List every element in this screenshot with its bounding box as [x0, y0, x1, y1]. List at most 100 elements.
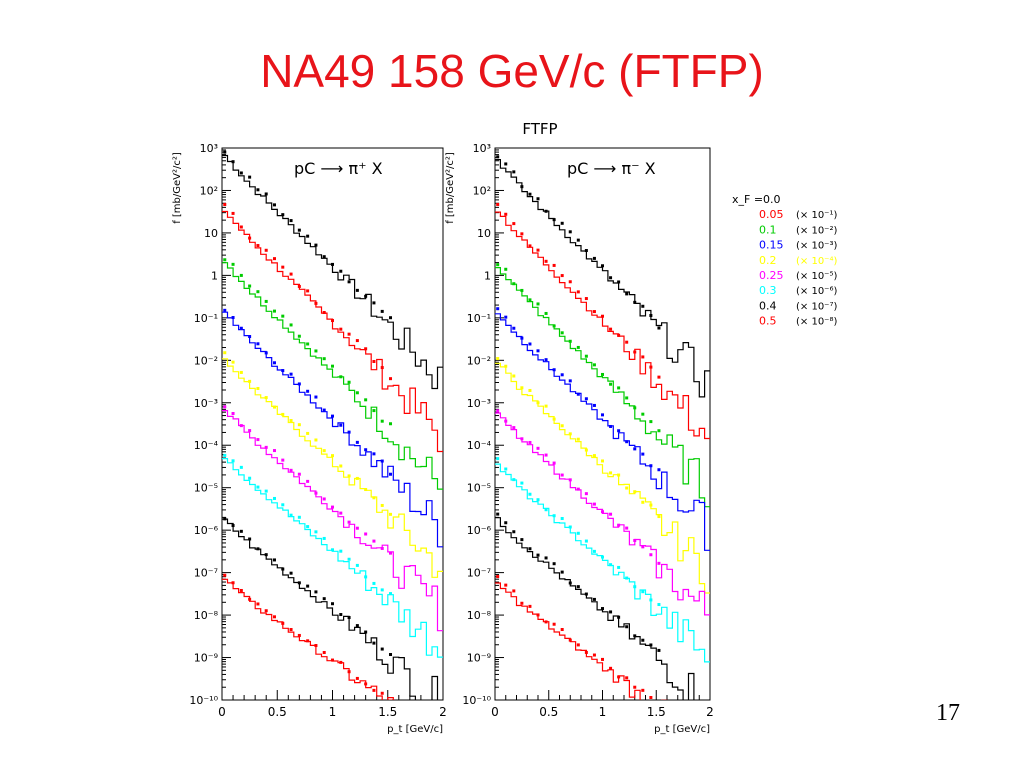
series-line-xf-0.5 — [495, 582, 668, 700]
data-point-xf-0.2 — [552, 417, 556, 421]
data-point-xf-0.05 — [364, 347, 368, 351]
data-point-xf-0.15 — [272, 361, 276, 365]
data-point-xf-0.0 — [289, 219, 293, 223]
x-tick-label: 0 — [491, 705, 499, 719]
data-point-xf-0.2 — [528, 388, 532, 392]
x-tick-label: 0.5 — [539, 705, 558, 719]
x-tick-label: 2 — [706, 705, 714, 719]
data-point-xf-0.0 — [372, 301, 376, 305]
data-point-xf-0.3 — [331, 548, 334, 552]
data-point-xf-0.3 — [601, 555, 604, 559]
data-point-xf-0.4 — [281, 567, 285, 571]
data-point-xf-0.5 — [380, 691, 384, 695]
data-point-xf-0.0 — [609, 276, 613, 280]
series-line-xf-0.4 — [222, 518, 439, 700]
data-point-xf-0.25 — [355, 526, 359, 530]
data-point-xf-0.4 — [297, 581, 301, 585]
data-point-xf-0.05 — [633, 350, 637, 354]
data-point-xf-0.15 — [364, 448, 368, 452]
data-point-xf-0.0 — [314, 243, 318, 247]
series-line-xf-0.3 — [495, 463, 710, 663]
page-number: 17 — [936, 700, 960, 726]
data-point-xf-0.25 — [568, 478, 572, 482]
data-point-xf-0.05 — [609, 327, 613, 331]
data-point-xf-0.3 — [609, 563, 613, 567]
data-point-xf-0.0 — [306, 234, 310, 238]
data-point-xf-0.4 — [239, 529, 243, 533]
data-point-xf-0.1 — [560, 331, 564, 335]
x-tick-label: 2 — [439, 705, 447, 719]
data-point-xf-0.05 — [256, 244, 260, 248]
data-point-xf-0.05 — [314, 301, 318, 305]
series-line-xf-0.25 — [222, 410, 443, 632]
legend-xf-label: 0.3 — [759, 284, 777, 297]
y-axis-label: f [mb/GeV²/c²] — [445, 152, 456, 224]
data-point-xf-0.5 — [248, 597, 252, 601]
data-point-xf-0.25 — [306, 479, 310, 483]
legend-xf-label: 0.1 — [759, 223, 777, 236]
data-point-xf-0.0 — [592, 256, 596, 260]
data-point-xf-0.4 — [248, 537, 252, 541]
series-line-xf-0.4 — [495, 517, 695, 700]
data-point-xf-0.25 — [281, 458, 285, 462]
data-point-xf-0.3 — [649, 598, 653, 602]
data-point-xf-0.4 — [528, 547, 532, 551]
data-point-xf-0.2 — [264, 396, 268, 400]
data-point-xf-0.1 — [536, 302, 540, 306]
data-point-xf-0.4 — [339, 613, 343, 617]
data-point-xf-0.3 — [641, 590, 645, 594]
data-point-xf-0.3 — [536, 498, 540, 502]
data-point-xf-0.2 — [617, 473, 621, 477]
data-point-xf-0.15 — [380, 459, 384, 463]
data-point-xf-0.05 — [641, 355, 645, 359]
data-point-xf-0.3 — [248, 476, 252, 480]
data-point-xf-0.15 — [617, 429, 621, 433]
data-point-xf-0.2 — [231, 360, 235, 364]
data-point-xf-0.2 — [355, 476, 359, 480]
y-tick-label: 10 — [477, 227, 491, 240]
data-point-xf-0.4 — [625, 625, 629, 629]
data-point-xf-0.25 — [347, 520, 351, 524]
series-line-xf-0.2 — [222, 358, 443, 578]
data-point-xf-0.25 — [231, 411, 235, 415]
x-tick-label: 1 — [329, 705, 337, 719]
data-point-xf-0.0 — [584, 249, 588, 253]
panel-pi-minus: 10⁻¹⁰ 10⁻⁹ 10⁻⁸ 10⁻⁷ 10⁻⁶ 10⁻⁵ 10⁻⁴ 10⁻³ 10⁻² 10⁻… — [445, 142, 714, 735]
data-point-xf-0.2 — [536, 401, 540, 405]
data-point-xf-0.5 — [314, 644, 318, 648]
data-point-xf-0.25 — [239, 424, 243, 428]
data-point-xf-0.15 — [223, 308, 227, 312]
data-point-xf-0.2 — [576, 437, 580, 441]
data-point-xf-0.4 — [306, 584, 310, 588]
data-point-xf-0.05 — [512, 222, 516, 226]
data-point-xf-0.5 — [306, 639, 310, 643]
series-line-xf-0.0 — [495, 159, 710, 398]
data-point-xf-0.05 — [248, 236, 252, 240]
data-point-xf-0.05 — [536, 248, 540, 252]
data-point-xf-0.05 — [331, 319, 334, 323]
data-point-xf-0.4 — [231, 524, 235, 528]
data-point-xf-0.15 — [584, 397, 588, 401]
data-point-xf-0.3 — [364, 575, 368, 579]
data-point-xf-0.5 — [633, 685, 637, 689]
data-point-xf-0.2 — [520, 386, 524, 390]
data-point-xf-0.3 — [239, 465, 243, 469]
data-point-xf-0.4 — [512, 530, 516, 534]
data-point-xf-0.1 — [504, 267, 508, 271]
data-point-xf-0.25 — [272, 449, 276, 453]
data-point-xf-0.0 — [355, 288, 359, 292]
data-point-xf-0.0 — [239, 171, 243, 175]
data-point-xf-0.25 — [625, 526, 629, 530]
data-point-xf-0.5 — [520, 601, 524, 605]
data-point-xf-0.25 — [314, 491, 318, 495]
y-tick-label: 10⁻⁷ — [194, 567, 218, 580]
legend-scale-label: (× 10⁻⁵) — [796, 271, 837, 282]
legend-scale-label: (× 10⁻²) — [796, 225, 837, 236]
data-point-xf-0.0 — [364, 294, 368, 298]
legend-xf-label: 0.05 — [759, 208, 784, 221]
data-point-xf-0.2 — [609, 471, 613, 475]
data-point-xf-0.05 — [592, 310, 596, 314]
data-point-xf-0.4 — [609, 610, 613, 614]
data-point-xf-0.4 — [552, 562, 556, 566]
legend-xf-label: 0.4 — [759, 299, 777, 312]
